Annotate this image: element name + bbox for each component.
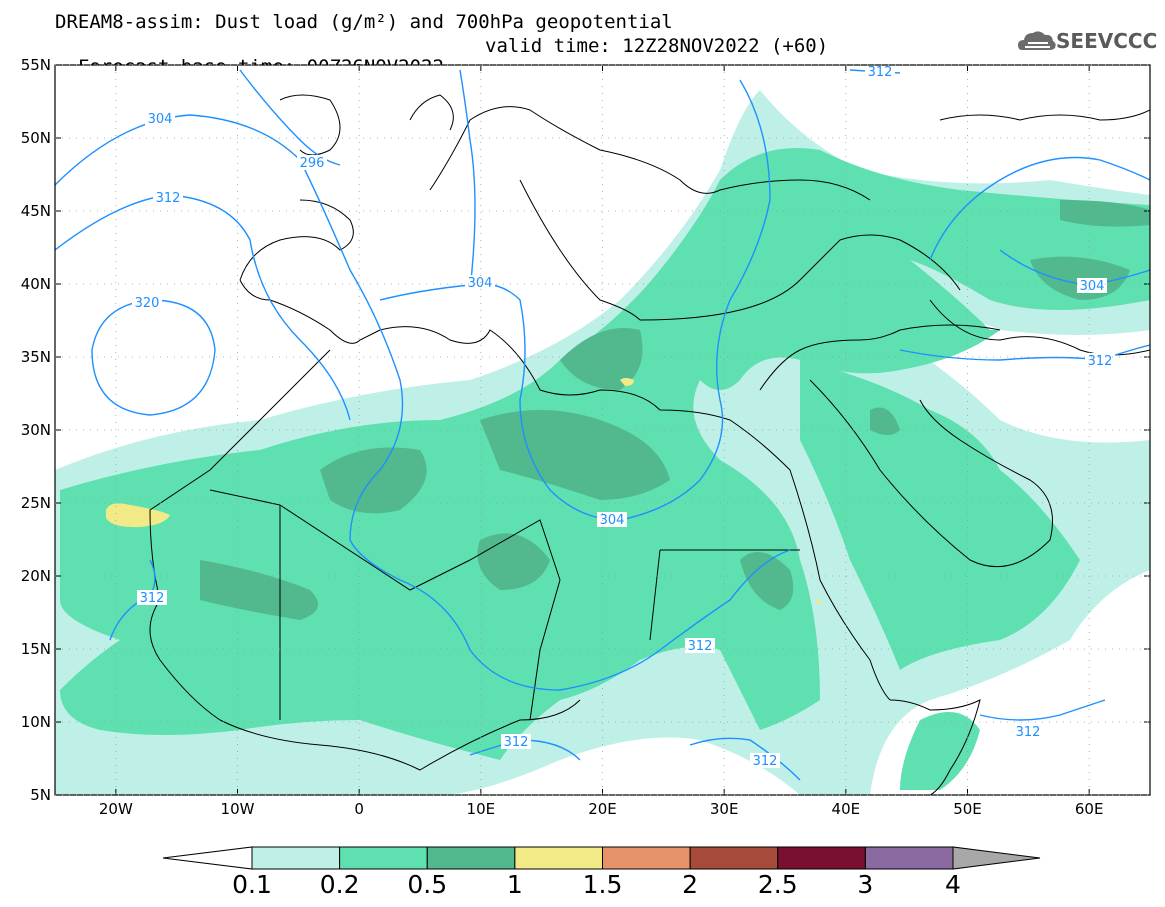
contour-label: 312	[504, 735, 529, 750]
lat-tick-label: 30N	[21, 421, 51, 439]
colorbar-label: 4	[945, 870, 961, 899]
contour-label: 312	[688, 639, 713, 654]
lon-tick-label: 50E	[953, 800, 982, 818]
lon-tick-label: 20W	[99, 800, 133, 818]
contour-label: 312	[140, 591, 165, 606]
colorbar-label: 0.1	[232, 870, 272, 899]
colorbar-label: 1.5	[583, 870, 623, 899]
colorbar-box	[778, 847, 866, 869]
lat-tick-label: 45N	[21, 202, 51, 220]
colorbar-label: 0.2	[320, 870, 360, 899]
lat-tick-label: 10N	[21, 713, 51, 731]
lat-tick-label: 40N	[21, 275, 51, 293]
contour-label: 312	[753, 754, 778, 769]
contour-label: 304	[1080, 279, 1105, 294]
lon-tick-label: 0	[354, 800, 364, 818]
contour-label: 312	[1016, 725, 1041, 740]
lat-tick-label: 50N	[21, 129, 51, 147]
colorbar-box	[515, 847, 603, 869]
contour-label: 304	[468, 276, 493, 291]
contour-label: 320	[135, 296, 160, 311]
colorbar-high-arrow	[953, 847, 1040, 869]
lat-tick-label: 20N	[21, 567, 51, 585]
colorbar-label: 2.5	[758, 870, 798, 899]
colorbar-box	[865, 847, 953, 869]
colorbar-box	[427, 847, 515, 869]
contour-label: 312	[868, 65, 893, 80]
lon-tick-label: 10E	[467, 800, 496, 818]
colorbar-label: 0.5	[407, 870, 447, 899]
contour-label: 296	[300, 156, 325, 171]
colorbar-box	[690, 847, 778, 869]
colorbar-label: 2	[682, 870, 698, 899]
lon-tick-label: 40E	[832, 800, 861, 818]
colorbar-label: 1	[507, 870, 523, 899]
contour-label: 312	[1088, 354, 1113, 369]
lon-tick-label: 30E	[710, 800, 739, 818]
colorbar-low-arrow	[163, 847, 252, 869]
lat-tick-label: 25N	[21, 494, 51, 512]
lat-tick-label: 15N	[21, 640, 51, 658]
colorbar-box	[603, 847, 691, 869]
colorbar: 0.1 0.2 0.5 1 1.5 2 2.5 3 4	[163, 847, 1040, 899]
lat-tick-label: 55N	[21, 56, 51, 74]
lon-tick-label: 10W	[221, 800, 255, 818]
contour-label: 312	[156, 191, 181, 206]
lat-tick-label: 5N	[30, 786, 51, 804]
contour-label: 304	[600, 513, 625, 528]
colorbar-box	[340, 847, 428, 869]
colorbar-label: 3	[857, 870, 873, 899]
contour-label: 304	[148, 112, 173, 127]
colorbar-box	[252, 847, 340, 869]
lon-tick-label: 60E	[1075, 800, 1104, 818]
lat-tick-label: 35N	[21, 348, 51, 366]
lon-tick-label: 20E	[588, 800, 617, 818]
